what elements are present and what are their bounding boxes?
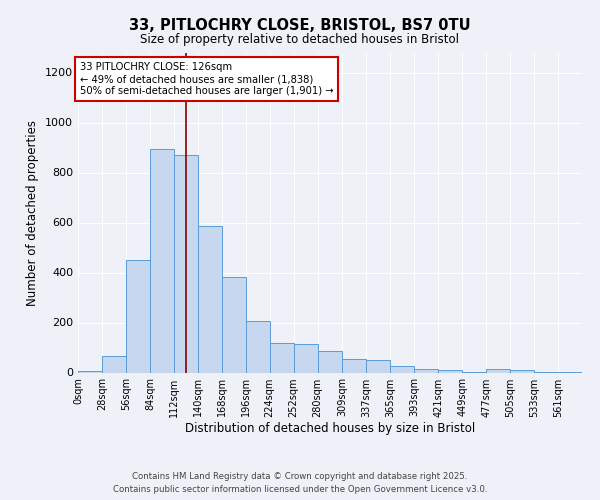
Bar xyxy=(486,369,510,372)
Bar xyxy=(317,350,343,372)
Bar xyxy=(391,366,414,372)
Text: Size of property relative to detached houses in Bristol: Size of property relative to detached ho… xyxy=(140,32,460,46)
Text: 33 PITLOCHRY CLOSE: 126sqm
← 49% of detached houses are smaller (1,838)
50% of s: 33 PITLOCHRY CLOSE: 126sqm ← 49% of deta… xyxy=(80,62,334,96)
Text: Contains HM Land Registry data © Crown copyright and database right 2025.
Contai: Contains HM Land Registry data © Crown c… xyxy=(113,472,487,494)
Bar xyxy=(126,260,150,372)
Bar xyxy=(293,344,317,372)
Bar xyxy=(198,226,222,372)
Bar xyxy=(414,369,438,372)
Bar xyxy=(510,370,534,372)
Bar xyxy=(367,360,391,372)
Bar xyxy=(174,155,198,372)
Bar xyxy=(102,356,126,372)
Bar xyxy=(78,370,102,372)
Bar xyxy=(150,149,174,372)
Text: 33, PITLOCHRY CLOSE, BRISTOL, BS7 0TU: 33, PITLOCHRY CLOSE, BRISTOL, BS7 0TU xyxy=(129,18,471,32)
Bar xyxy=(222,277,246,372)
Y-axis label: Number of detached properties: Number of detached properties xyxy=(26,120,40,306)
Bar xyxy=(246,321,269,372)
X-axis label: Distribution of detached houses by size in Bristol: Distribution of detached houses by size … xyxy=(185,422,475,436)
Bar xyxy=(343,359,367,372)
Bar xyxy=(438,370,462,372)
Bar xyxy=(269,342,293,372)
